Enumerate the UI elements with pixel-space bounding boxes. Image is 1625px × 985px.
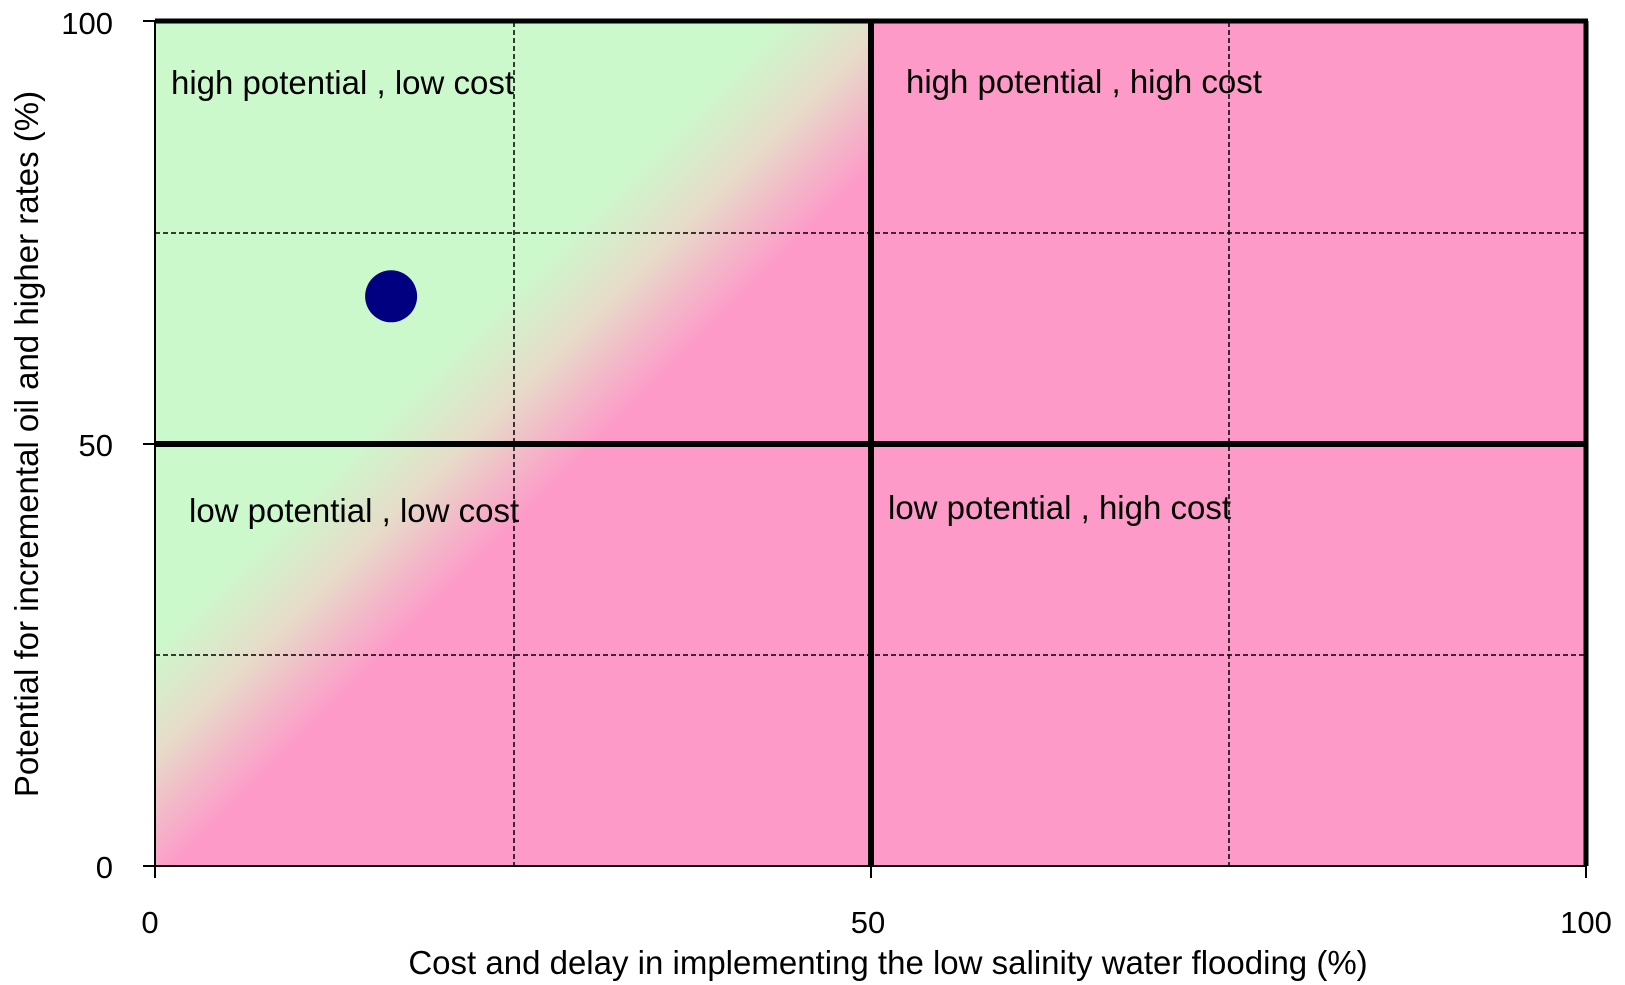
x-tick-label-0: 0 <box>141 905 158 940</box>
quadrant-label-high-potential-low-cost: high potential , low cost <box>171 64 514 101</box>
y-tick-label-50: 50 <box>79 428 113 463</box>
x-tick-label-50: 50 <box>851 905 885 940</box>
x-tick-label-100: 100 <box>1560 905 1612 940</box>
quadrant-label-low-potential-low-cost: low potential , low cost <box>189 492 519 529</box>
y-axis-title: Potential for incremental oil and higher… <box>8 91 45 797</box>
y-tick-label-100: 100 <box>61 6 113 41</box>
y-tick-label-0: 0 <box>96 850 113 885</box>
data-points <box>365 270 418 323</box>
data-point-1 <box>365 270 418 323</box>
quadrant-label-low-potential-high-cost: low potential , high cost <box>888 489 1231 526</box>
quadrant-label-high-potential-high-cost: high potential , high cost <box>906 63 1262 100</box>
axis-ticks <box>143 20 1587 878</box>
x-axis-title: Cost and delay in implementing the low s… <box>408 944 1367 981</box>
